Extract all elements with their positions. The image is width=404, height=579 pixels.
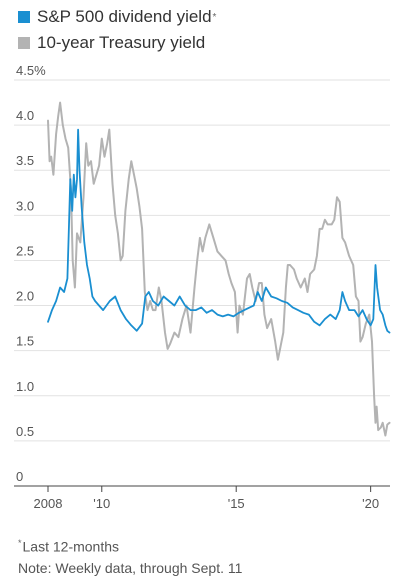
y-tick-label: 1.0 (16, 379, 34, 394)
data-note: Note: Weekly data, through Sept. 11 (18, 559, 243, 576)
notes: *Last 12-months Note: Weekly data, throu… (18, 533, 242, 579)
axis-layer: 0 0.5 1.0 1.5 2.0 2.5 3.0 3.5 4.0 4.5% 2008 '10 '15 '… (14, 63, 390, 511)
treasury-yield-line (47, 101, 391, 437)
y-tick-label: 3.5 (16, 153, 34, 168)
x-tick-label: 2008 (34, 496, 63, 511)
dividend-yield-line (47, 128, 391, 334)
grid-layer (14, 79, 390, 442)
legend-dividend-label: S&P 500 dividend yield (37, 7, 212, 26)
legend: S&P 500 dividend yield * 10-year Treasury… (18, 4, 216, 56)
legend-treasury-label: 10-year Treasury yield (37, 33, 206, 52)
y-tick-label: 4.5% (16, 63, 46, 78)
y-tick-label: 1.5 (16, 334, 34, 349)
y-tick-label: 4.0 (16, 108, 34, 123)
footnote-text: Last 12-months (22, 538, 120, 555)
x-tick-label: '10 (93, 496, 110, 511)
legend-item-dividend: S&P 500 dividend yield * (18, 4, 216, 30)
legend-item-treasury: 10-year Treasury yield (18, 30, 216, 56)
x-tick-label: '15 (228, 496, 245, 511)
y-tick-label: 3.0 (16, 198, 34, 213)
treasury-swatch-icon (18, 37, 30, 49)
y-tick-label: 0.5 (16, 424, 34, 439)
legend-dividend-marker: * (212, 11, 217, 23)
footnote-marker: * (18, 538, 22, 548)
y-tick-label: 2.0 (16, 289, 34, 304)
footnote: *Last 12-months (18, 533, 242, 558)
x-tick-label: '20 (362, 496, 379, 511)
y-tick-label: 2.5 (16, 243, 34, 258)
series-layer (47, 101, 391, 437)
dividend-swatch-icon (18, 11, 30, 23)
y-tick-label: 0 (16, 469, 23, 484)
yield-chart: 0 0.5 1.0 1.5 2.0 2.5 3.0 3.5 4.0 4.5% 2008 '10 '15 '… (14, 63, 391, 511)
